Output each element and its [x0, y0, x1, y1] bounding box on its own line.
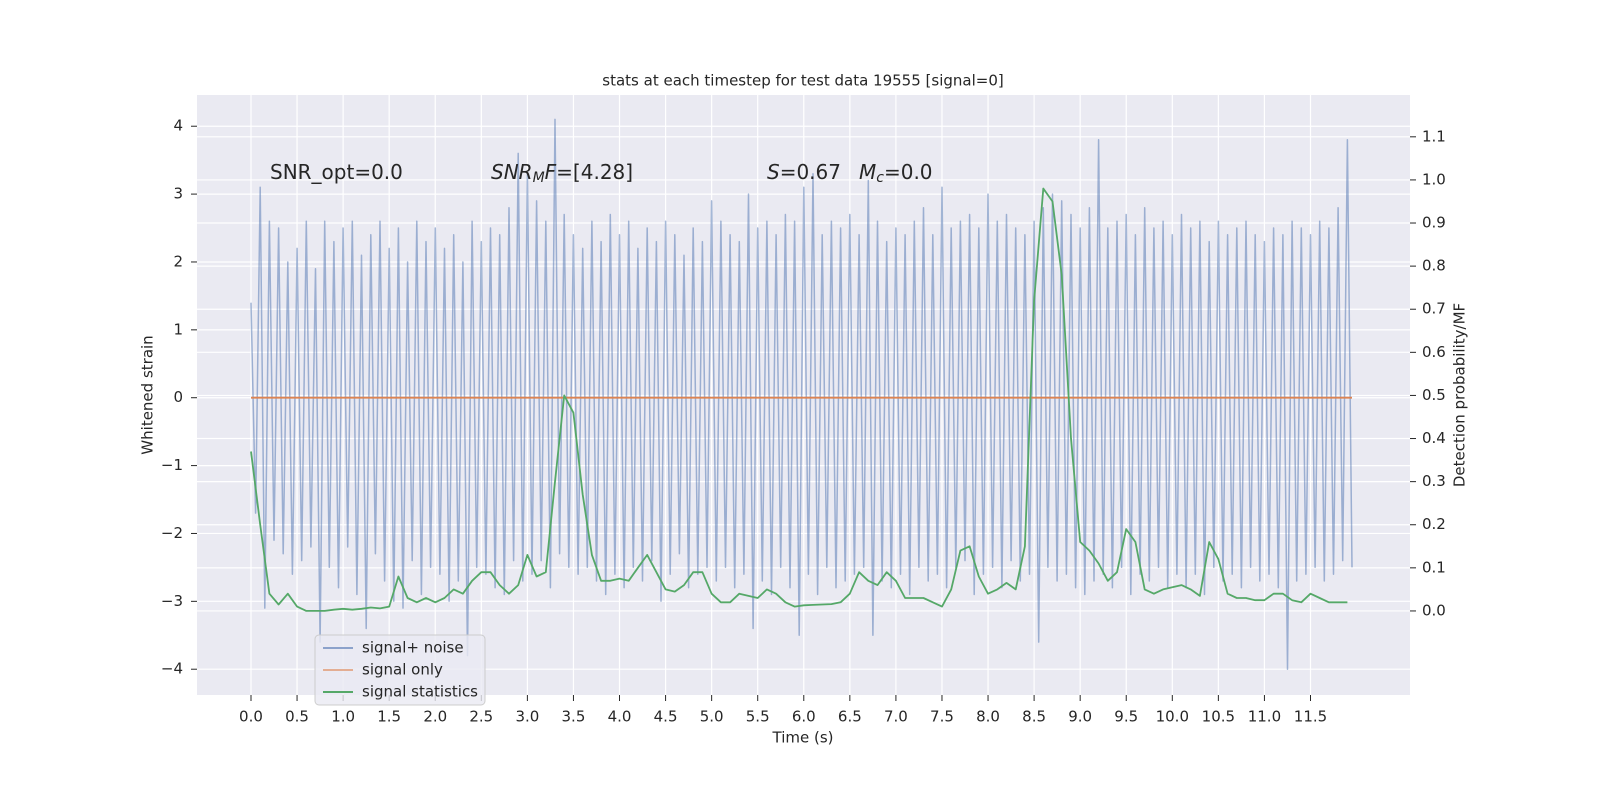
legend-label: signal statistics	[362, 683, 478, 701]
annotation-part: c	[876, 170, 884, 186]
annotation-part: M	[533, 170, 545, 186]
x-tick-label: 5.0	[700, 708, 724, 726]
x-tick-label: 2.5	[469, 708, 493, 726]
annotation: SNRMF=[4.28]	[491, 160, 633, 187]
x-tick-label: 10.0	[1156, 708, 1189, 726]
y-tick-label: −2	[161, 524, 183, 542]
y-tick-label: 3	[173, 185, 183, 203]
annotation-part: S	[767, 160, 780, 184]
annotation: S=0.67	[767, 160, 841, 184]
x-tick-label: 3.5	[562, 708, 586, 726]
annotation: SNR_opt=0.0	[270, 160, 403, 184]
legend-label: signal only	[362, 661, 443, 679]
y-tick-label: −3	[161, 592, 183, 610]
series-line	[250, 118, 1353, 670]
x-tick-label: 8.5	[1022, 708, 1046, 726]
x-tick-label: 8.0	[976, 708, 1000, 726]
x-tick-label: 0.5	[285, 708, 309, 726]
x-tick-label: 2.0	[423, 708, 447, 726]
x-axis-label: Time (s)	[772, 729, 834, 747]
marks	[250, 118, 1353, 670]
chart-title: stats at each timestep for test data 195…	[602, 72, 1003, 90]
y2-tick-label: 0.0	[1422, 601, 1446, 619]
y2-tick-label: 1.0	[1422, 170, 1446, 188]
y-tick-label: −4	[161, 660, 183, 678]
x-tick-label: 7.0	[884, 708, 908, 726]
y2-tick-label: 0.7	[1422, 300, 1446, 318]
x-tick-label: 6.0	[792, 708, 816, 726]
annotation-part: M	[859, 160, 876, 184]
x-tick-label: 6.5	[838, 708, 862, 726]
annotation-part: SNR	[491, 160, 533, 184]
annotation: Mc=0.0	[859, 160, 933, 187]
annotation-part: =[4.28]	[556, 160, 633, 184]
x-tick-label: 11.0	[1248, 708, 1281, 726]
x-tick-label: 5.5	[746, 708, 770, 726]
y2-tick-label: 0.1	[1422, 558, 1446, 576]
y-tick-label: 1	[173, 320, 183, 338]
y-tick-label: −1	[161, 456, 183, 474]
annotation-part: =0.67	[780, 160, 841, 184]
x-tick-label: 3.0	[515, 708, 539, 726]
grid	[197, 95, 1410, 695]
y2-tick-label: 0.5	[1422, 386, 1446, 404]
annotation-part: SNR_opt=0.0	[270, 160, 403, 184]
legend-label: signal+ noise	[362, 639, 464, 657]
y-tick-label: 4	[173, 117, 183, 135]
y2-tick-label: 0.6	[1422, 343, 1446, 361]
y-tick-label: 0	[173, 388, 183, 406]
x-tick-label: 4.0	[608, 708, 632, 726]
x-tick-label: 0.0	[239, 708, 263, 726]
x-tick-label: 11.5	[1294, 708, 1327, 726]
labels: 0.0 0.5 1.0 1.5 2.0 2.5 3.0 3.5 4.0 4.5 5.0 5.5 6.0 6…	[161, 117, 1446, 726]
x-tick-label: 9.5	[1114, 708, 1138, 726]
y2-tick-label: 0.4	[1422, 429, 1446, 447]
x-tick-label: 1.5	[377, 708, 401, 726]
x-tick-label: 7.5	[930, 708, 954, 726]
legend-box	[314, 634, 486, 706]
y-tick-label: 2	[173, 252, 183, 270]
x-tick-label: 1.0	[331, 708, 355, 726]
annotation-part: F	[545, 160, 557, 184]
y2-tick-label: 0.9	[1422, 214, 1446, 232]
y2-axis-label: Detection probability/MF	[1451, 303, 1469, 487]
series-line	[250, 187, 1348, 612]
x-tick-label: 9.0	[1068, 708, 1092, 726]
y2-tick-label: 0.8	[1422, 257, 1446, 275]
annotation-part: =0.0	[884, 160, 933, 184]
x-tick-label: 10.5	[1202, 708, 1235, 726]
y2-tick-label: 0.2	[1422, 515, 1446, 533]
y2-tick-label: 0.3	[1422, 472, 1446, 490]
y-axis-label: Whitened strain	[139, 335, 157, 454]
x-tick-label: 4.5	[654, 708, 678, 726]
y2-tick-label: 1.1	[1422, 127, 1446, 145]
